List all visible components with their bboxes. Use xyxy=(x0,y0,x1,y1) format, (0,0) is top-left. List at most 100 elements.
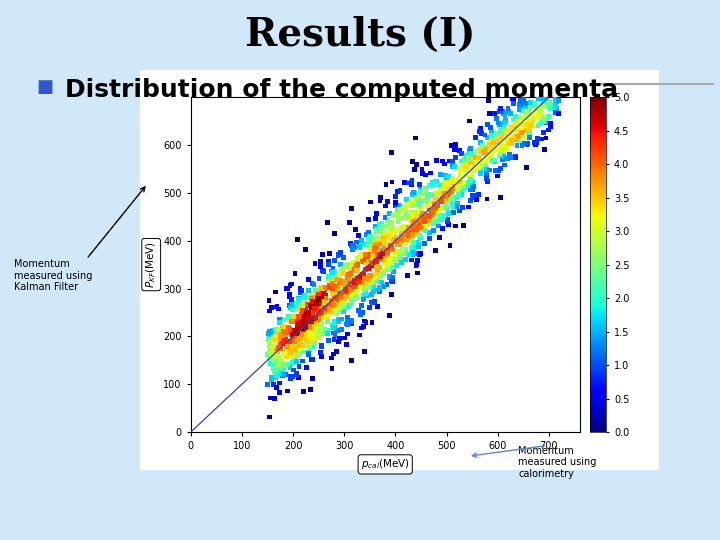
Point xyxy=(392,211,404,220)
Point xyxy=(518,139,530,148)
Point xyxy=(407,199,418,208)
Point xyxy=(451,202,463,211)
Point xyxy=(330,275,342,284)
Point xyxy=(349,265,361,273)
Point xyxy=(480,146,492,155)
Point xyxy=(467,193,479,202)
Point xyxy=(446,177,457,185)
Point xyxy=(338,264,350,273)
Point xyxy=(538,94,549,103)
Point xyxy=(262,380,274,389)
Point xyxy=(528,138,540,147)
Point xyxy=(348,241,359,250)
Point xyxy=(343,260,355,268)
Point xyxy=(269,348,281,357)
Point xyxy=(323,301,334,310)
Point xyxy=(482,177,493,186)
Point xyxy=(326,275,338,284)
Point xyxy=(364,271,376,279)
Point xyxy=(458,160,469,169)
Point xyxy=(516,106,528,115)
Point xyxy=(327,279,338,288)
Point xyxy=(445,185,456,194)
Point xyxy=(375,252,387,261)
Point xyxy=(345,285,356,294)
Point xyxy=(444,188,455,197)
Point xyxy=(344,279,356,288)
Point xyxy=(397,214,408,222)
Point xyxy=(307,341,319,350)
Point xyxy=(413,198,424,206)
Point xyxy=(361,282,373,291)
Point xyxy=(431,177,443,185)
Point xyxy=(288,314,300,322)
Point xyxy=(301,315,312,324)
Point xyxy=(518,95,529,104)
Point xyxy=(269,302,280,311)
Point xyxy=(499,110,510,118)
Point xyxy=(345,277,356,286)
Point xyxy=(544,98,555,106)
Point xyxy=(508,133,519,142)
Point xyxy=(492,172,503,180)
Point xyxy=(360,319,372,327)
Point xyxy=(268,364,279,373)
Point xyxy=(413,239,424,247)
Point xyxy=(495,165,506,173)
Point xyxy=(311,300,323,308)
Point xyxy=(292,318,303,326)
Point xyxy=(360,251,372,259)
Point xyxy=(341,281,352,290)
Point xyxy=(279,332,290,340)
Point xyxy=(277,370,289,379)
Point xyxy=(325,273,336,281)
Point xyxy=(485,129,497,137)
Point xyxy=(510,125,522,134)
Point xyxy=(456,178,468,187)
Point xyxy=(346,316,357,325)
Point xyxy=(410,215,421,224)
Point xyxy=(540,134,552,143)
Point xyxy=(488,134,500,143)
Point xyxy=(272,352,284,360)
Point xyxy=(293,342,305,350)
Point xyxy=(441,184,453,193)
Point xyxy=(396,233,408,242)
Point xyxy=(266,341,277,350)
Point xyxy=(386,148,397,157)
Point xyxy=(267,345,279,354)
Point xyxy=(312,301,323,309)
Point xyxy=(282,347,293,356)
Point xyxy=(354,252,365,261)
Point xyxy=(331,308,343,316)
Point xyxy=(465,197,477,205)
Point xyxy=(284,374,296,382)
Point xyxy=(466,184,477,192)
Point xyxy=(366,258,378,267)
Point xyxy=(307,292,318,301)
Point xyxy=(284,291,295,299)
Point xyxy=(394,207,405,215)
Point xyxy=(432,207,444,216)
Point xyxy=(346,245,358,254)
Point xyxy=(340,287,351,295)
Point xyxy=(479,147,490,156)
Point xyxy=(315,326,326,335)
Point xyxy=(298,388,310,396)
Point xyxy=(448,178,459,187)
Point xyxy=(353,276,364,285)
Point xyxy=(293,373,305,382)
Point xyxy=(337,291,348,299)
Point xyxy=(513,137,525,145)
Point xyxy=(389,227,400,235)
Point xyxy=(336,281,347,289)
Point xyxy=(539,102,550,110)
Point xyxy=(510,132,522,140)
Point xyxy=(325,306,336,315)
Point xyxy=(402,211,413,220)
Point xyxy=(316,341,328,350)
Point xyxy=(309,323,320,332)
Point xyxy=(487,146,498,155)
Point xyxy=(264,332,275,340)
Point xyxy=(372,263,383,272)
